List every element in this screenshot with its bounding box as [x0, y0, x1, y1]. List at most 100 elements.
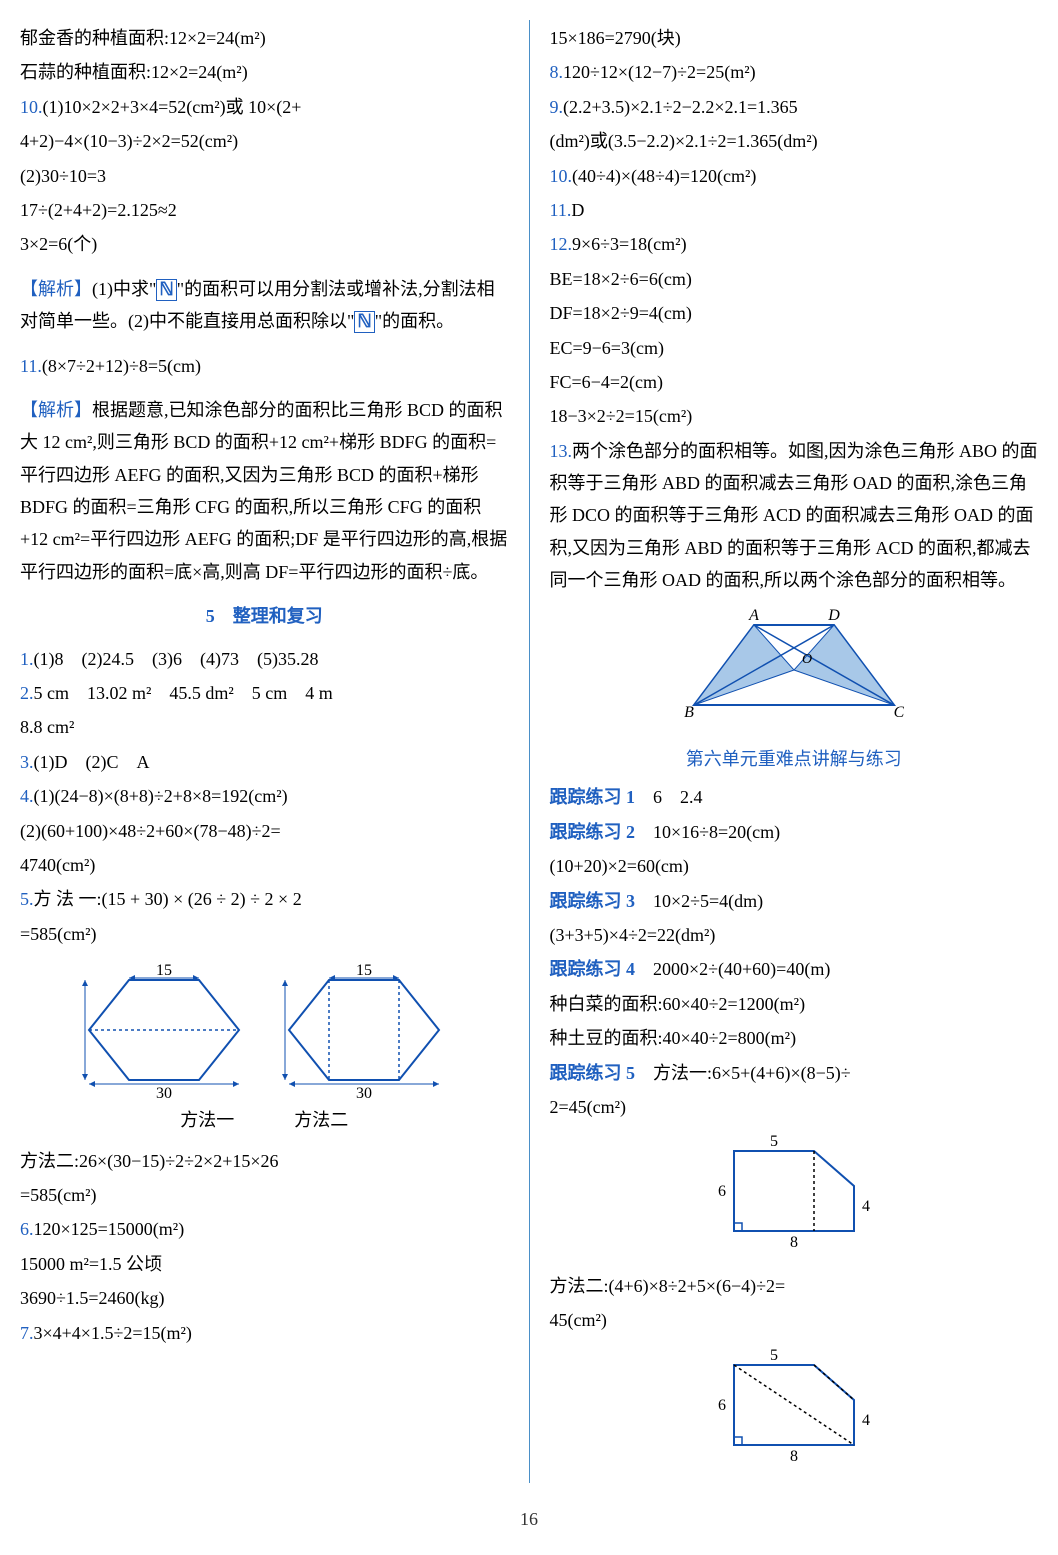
- item-num: 2.: [20, 683, 34, 703]
- text-line: 4+2)−4×(10−3)÷2×2=52(cm²): [20, 125, 509, 157]
- svg-text:A: A: [748, 607, 759, 624]
- text-line: 18−3×2÷2=15(cm²): [550, 400, 1039, 432]
- svg-text:6: 6: [718, 1183, 726, 1200]
- text-line: 4740(cm²): [20, 849, 509, 881]
- label-30: 30: [356, 1085, 372, 1100]
- pentagon-figure-1: 5 6 4 8: [550, 1131, 1039, 1261]
- text-line: 11.D: [550, 194, 1039, 226]
- label-15: 15: [156, 962, 172, 979]
- figure-captions: 方法一 方法二: [20, 1104, 509, 1136]
- text-line: 3690÷1.5=2460(kg): [20, 1282, 509, 1314]
- item-num: 7.: [20, 1323, 34, 1343]
- column-divider: [529, 20, 530, 1483]
- svg-text:5: 5: [770, 1133, 778, 1150]
- item-num: 5.: [20, 889, 34, 909]
- text: 方法一:6×5+(4+6)×(8−5)÷: [653, 1063, 851, 1083]
- text: 两个涂色部分的面积相等。如图,因为涂色三角形 ABO 的面积等于三角形 ABD …: [550, 441, 1038, 591]
- text-line: 15×186=2790(块): [550, 22, 1039, 54]
- text-line: 17÷(2+4+2)=2.125≈2: [20, 194, 509, 226]
- analysis-block: 【解析】(1)中求"ℕ"的面积可以用分割法或增补法,分割法相对简单一些。(2)中…: [20, 273, 509, 338]
- text-line: EC=9−6=3(cm): [550, 332, 1039, 364]
- svg-text:O: O: [802, 652, 812, 667]
- text-line: 2=45(cm²): [550, 1091, 1039, 1123]
- n-icon: ℕ: [156, 279, 176, 301]
- page: 郁金香的种植面积:12×2=24(m²) 石蒜的种植面积:12×2=24(m²)…: [20, 20, 1038, 1483]
- text: 120÷12×(12−7)÷2=25(m²): [563, 62, 756, 82]
- analysis-block: 【解析】根据题意,已知涂色部分的面积比三角形 BCD 的面积大 12 cm²,则…: [20, 394, 509, 588]
- caption-method1: 方法一: [180, 1104, 234, 1136]
- text-line: 1.(1)8 (2)24.5 (3)6 (4)73 (5)35.28: [20, 643, 509, 675]
- svg-text:5: 5: [770, 1347, 778, 1364]
- item-num: 11.: [20, 356, 42, 376]
- n-icon: ℕ: [354, 311, 374, 333]
- text: 方 法 一:(15 + 30) × (26 ÷ 2) ÷ 2 × 2: [34, 889, 302, 909]
- text-line: FC=6−4=2(cm): [550, 366, 1039, 398]
- text-line: (2)(60+100)×48÷2+60×(78−48)÷2=: [20, 815, 509, 847]
- item-num: 1.: [20, 649, 34, 669]
- analysis-tag: 【解析】: [20, 400, 92, 420]
- text-line: 石蒜的种植面积:12×2=24(m²): [20, 56, 509, 88]
- svg-text:6: 6: [718, 1397, 726, 1414]
- svg-text:C: C: [893, 704, 903, 721]
- text-line: 3.(1)D (2)C A: [20, 746, 509, 778]
- text-line: 13.两个涂色部分的面积相等。如图,因为涂色三角形 ABO 的面积等于三角形 A…: [550, 435, 1039, 597]
- text: (1)10×2×2+3×4=52(cm²)或 10×(2+: [43, 97, 302, 117]
- item-num: 9.: [550, 97, 564, 117]
- item-num: 12.: [550, 234, 573, 254]
- text: (1)8 (2)24.5 (3)6 (4)73 (5)35.28: [34, 649, 319, 669]
- item-num: 4.: [20, 786, 34, 806]
- text-line: 3×2=6(个): [20, 228, 509, 260]
- track-label: 跟踪练习 4: [550, 959, 636, 979]
- pentagon-figure-2: 5 6 4 8: [550, 1345, 1039, 1475]
- text-line: 12.9×6÷3=18(cm²): [550, 228, 1039, 260]
- text-line: 7.3×4+4×1.5÷2=15(m²): [20, 1317, 509, 1349]
- svg-text:D: D: [827, 607, 840, 624]
- item-num: 6.: [20, 1219, 34, 1239]
- trapezoid-figure: A D B C O: [550, 605, 1039, 735]
- item-num: 10.: [550, 166, 573, 186]
- text: 3×4+4×1.5÷2=15(m²): [34, 1323, 192, 1343]
- text-line: 2.5 cm 13.02 m² 45.5 dm² 5 cm 4 m: [20, 677, 509, 709]
- text-line: 郁金香的种植面积:12×2=24(m²): [20, 22, 509, 54]
- text: (8×7÷2+12)÷8=5(cm): [42, 356, 201, 376]
- text-line: 10.(1)10×2×2+3×4=52(cm²)或 10×(2+: [20, 91, 509, 123]
- text: 120×125=15000(m²): [34, 1219, 185, 1239]
- text-line: 跟踪练习 4 2000×2÷(40+60)=40(m): [550, 953, 1039, 985]
- hexagon-figures: 15 26 30 15 26 30: [20, 960, 509, 1100]
- text-line: =585(cm²): [20, 918, 509, 950]
- item-num: 3.: [20, 752, 34, 772]
- text-line: 4.(1)(24−8)×(8+8)÷2+8×8=192(cm²): [20, 780, 509, 812]
- track-label: 跟踪练习 3: [550, 891, 636, 911]
- text: (1)D (2)C A: [34, 752, 150, 772]
- text: 根据题意,已知涂色部分的面积比三角形 BCD 的面积大 12 cm²,则三角形 …: [20, 400, 507, 582]
- text-line: 8.120÷12×(12−7)÷2=25(m²): [550, 56, 1039, 88]
- analysis-tag: 【解析】: [20, 279, 92, 299]
- text-line: (dm²)或(3.5−2.2)×2.1÷2=1.365(dm²): [550, 125, 1039, 157]
- track-label: 跟踪练习 1: [550, 787, 636, 807]
- page-number: 16: [20, 1503, 1038, 1535]
- svg-text:4: 4: [862, 1412, 870, 1429]
- svg-text:8: 8: [790, 1234, 798, 1251]
- text-line: 10.(40÷4)×(48÷4)=120(cm²): [550, 160, 1039, 192]
- text-line: 方法二:26×(30−15)÷2÷2×2+15×26: [20, 1145, 509, 1177]
- text-line: =585(cm²): [20, 1179, 509, 1211]
- svg-text:8: 8: [790, 1448, 798, 1465]
- track-label: 跟踪练习 2: [550, 822, 636, 842]
- text: "的面积。: [375, 311, 454, 331]
- text-line: 跟踪练习 1 6 2.4: [550, 781, 1039, 813]
- label-30: 30: [156, 1085, 172, 1100]
- track-label: 跟踪练习 5: [550, 1063, 636, 1083]
- section-title: 5 整理和复习: [20, 600, 509, 632]
- text-line: 8.8 cm²: [20, 711, 509, 743]
- text-line: 种白菜的面积:60×40÷2=1200(m²): [550, 988, 1039, 1020]
- text-line: 15000 m²=1.5 公顷: [20, 1248, 509, 1280]
- text-line: BE=18×2÷6=6(cm): [550, 263, 1039, 295]
- text-line: 5.方 法 一:(15 + 30) × (26 ÷ 2) ÷ 2 × 2: [20, 883, 509, 915]
- text-line: (2)30÷10=3: [20, 160, 509, 192]
- text-line: 11.(8×7÷2+12)÷8=5(cm): [20, 350, 509, 382]
- item-num: 8.: [550, 62, 564, 82]
- label-15: 15: [356, 962, 372, 979]
- text-line: (3+3+5)×4÷2=22(dm²): [550, 919, 1039, 951]
- text-line: (10+20)×2=60(cm): [550, 850, 1039, 882]
- svg-text:4: 4: [862, 1198, 870, 1215]
